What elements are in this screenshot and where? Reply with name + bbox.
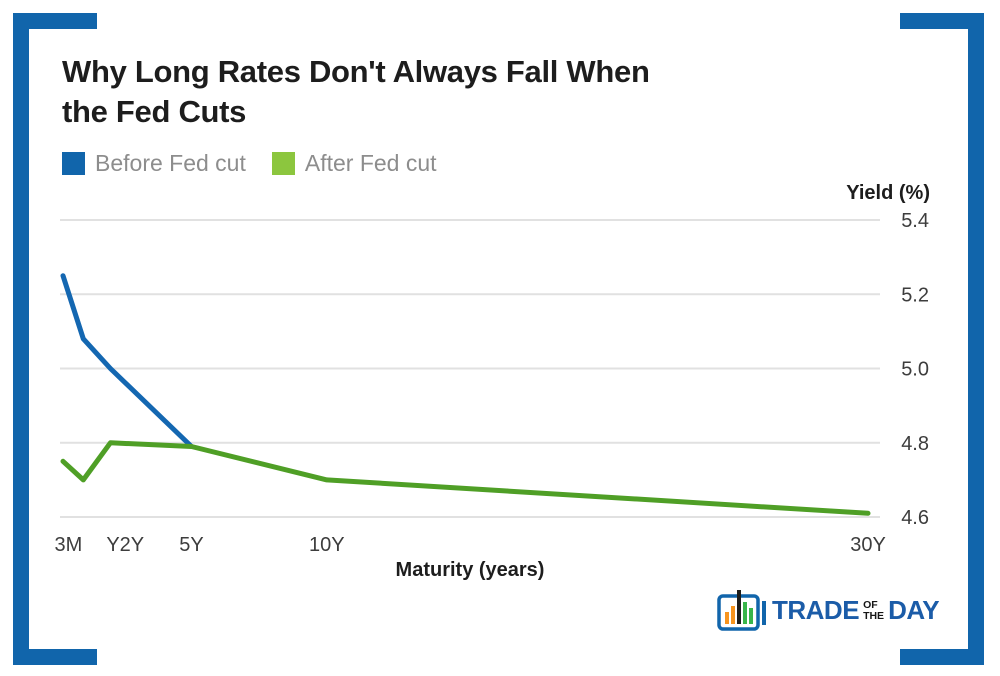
frame-bar-left: [13, 13, 29, 665]
legend-swatch-after-icon: [271, 152, 295, 175]
series-line-before-fed-cut: [60, 273, 194, 449]
x-tick-label: 30Y: [850, 534, 886, 556]
x-tick-label: Y2Y: [106, 534, 144, 556]
frame-corner-top-left: [13, 13, 97, 29]
legend-item-after: After Fed cut: [271, 150, 437, 177]
y-tick-label: 5.0: [901, 359, 929, 381]
y-tick-label: 5.4: [901, 210, 929, 232]
legend-label-after: After Fed cut: [304, 150, 437, 176]
x-axis-title: Maturity (years): [395, 559, 545, 581]
y-tick-label: 4.8: [901, 433, 929, 455]
series-line-after-fed-cut: [60, 440, 871, 516]
trade-of-the-day-logo: TRADE OF THE DAY: [716, 588, 940, 632]
x-tick-label: 10Y: [309, 534, 345, 556]
logo-word-the: THE: [863, 610, 885, 622]
legend-label-before: Before Fed cut: [95, 150, 246, 176]
frame-bar-right: [968, 13, 984, 665]
y-tick-label: 4.6: [901, 507, 929, 529]
y-tick-label: 5.2: [901, 284, 929, 306]
chart-title-line-1: Why Long Rates Don't Always Fall When: [62, 54, 650, 89]
logo-word-trade: TRADE: [772, 594, 860, 625]
legend: Before Fed cut After Fed cut: [62, 150, 437, 177]
logo-word-day: DAY: [888, 594, 940, 625]
frame-corner-bottom-left: [13, 649, 97, 665]
legend-item-before: Before Fed cut: [62, 150, 246, 177]
logo-of-the-stack: OF THE: [863, 600, 884, 622]
x-tick-label: 5Y: [179, 534, 203, 556]
y-axis-title: Yield (%): [846, 182, 930, 204]
legend-swatch-before-icon: [62, 152, 85, 175]
x-tick-label: 3M: [55, 534, 83, 556]
chart-title: Why Long Rates Don't Always Fall When th…: [62, 52, 902, 132]
frame-corner-top-right: [900, 13, 984, 29]
logo-word-of: OF: [863, 599, 878, 611]
bar-chart-logo-icon: [717, 590, 766, 631]
chart-title-line-2: the Fed Cuts: [62, 94, 247, 129]
frame-corner-bottom-right: [900, 649, 984, 665]
